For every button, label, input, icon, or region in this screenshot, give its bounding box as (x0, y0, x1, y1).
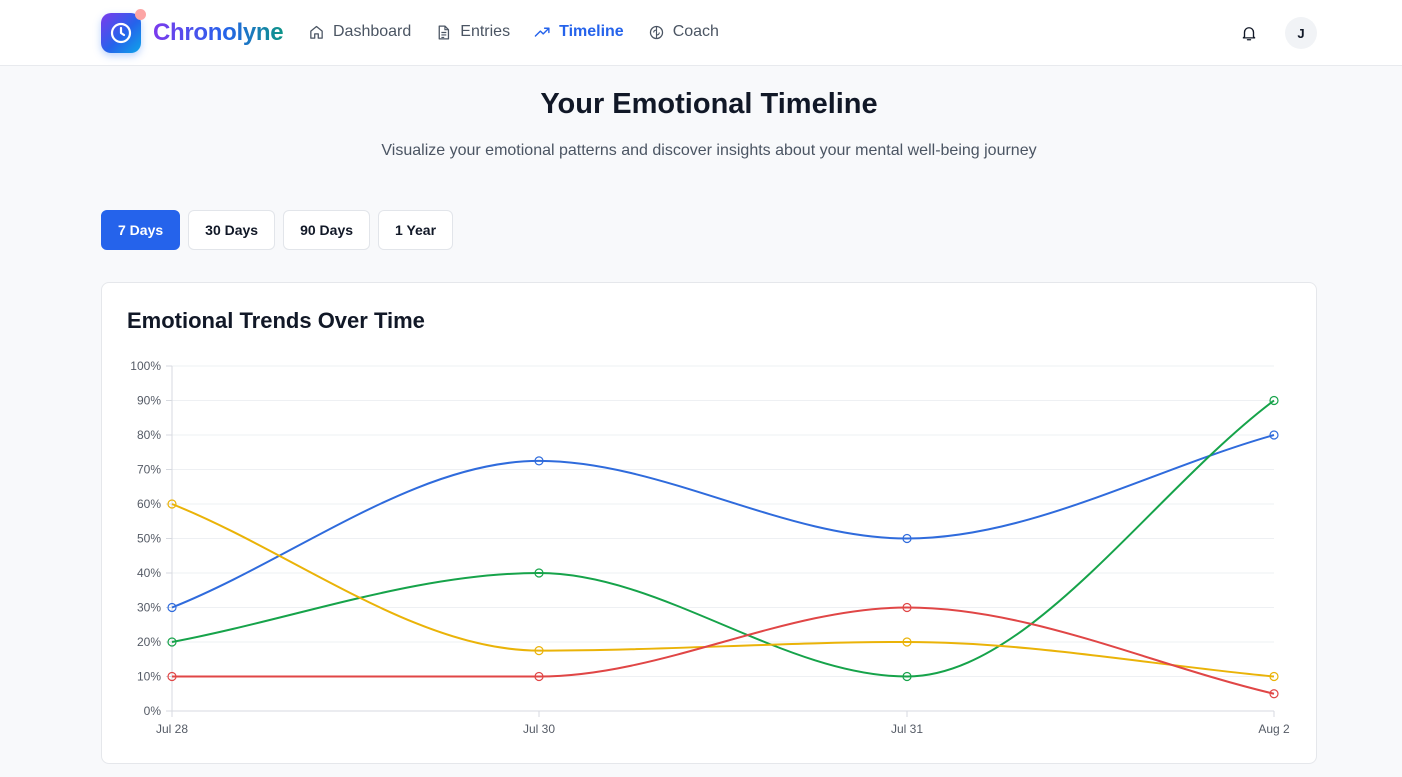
y-tick-label: 0% (144, 704, 162, 718)
y-tick-label: 20% (137, 635, 161, 649)
y-tick-label: 40% (137, 566, 161, 580)
time-range-selector: 7 Days 30 Days 90 Days 1 Year (101, 210, 454, 250)
page-subtitle: Visualize your emotional patterns and di… (381, 142, 1037, 159)
trending-up-icon (534, 27, 550, 37)
range-30-days-button[interactable]: 30 Days (188, 210, 276, 250)
logo-notification-dot (135, 9, 146, 20)
top-navigation-bar: Chronolyne Dashboard Entries Timeline (0, 0, 1402, 66)
y-tick-label: 100% (130, 359, 161, 373)
data-point (1269, 430, 1279, 440)
y-tick-label: 90% (137, 394, 161, 408)
y-tick-label: 50% (137, 532, 161, 546)
range-90-days-button[interactable]: 90 Days (283, 210, 371, 250)
data-point (1269, 395, 1279, 406)
data-point (902, 533, 912, 544)
emotional-trends-card: Emotional Trends Over Time 0% 10% 20% 30% 40… (101, 282, 1317, 764)
data-point (534, 671, 544, 682)
main-nav: Dashboard Entries Timeline Coach (308, 23, 719, 41)
y-tick-label: 80% (137, 428, 161, 442)
data-point (902, 637, 912, 647)
emotional-trends-chart: 0% 10% 20% 30% 40% 50% 60% 70% 80% 90% 100% Jul 28 J… (130, 359, 1290, 736)
data-point (534, 568, 544, 578)
nav-timeline-label: Timeline (559, 23, 624, 40)
nav-entries[interactable]: Entries (435, 23, 510, 41)
series-line-3 (172, 606, 1275, 695)
nav-entries-label: Entries (460, 23, 511, 40)
brain-icon (649, 25, 663, 39)
data-point (902, 671, 912, 682)
series-line-0 (171, 434, 1275, 609)
data-point (1269, 689, 1279, 699)
nav-coach[interactable]: Coach (648, 23, 719, 41)
y-tick-label: 10% (137, 670, 161, 684)
home-icon (310, 25, 323, 39)
x-tick-label: Jul 31 (891, 722, 923, 736)
x-tick-label: Jul 28 (156, 722, 188, 736)
card-title: Emotional Trends Over Time (127, 308, 425, 333)
range-7-days-button[interactable]: 7 Days (101, 210, 181, 250)
data-point (534, 646, 544, 656)
data-point (167, 499, 177, 509)
clock-icon (110, 22, 132, 44)
range-1-year-button[interactable]: 1 Year (378, 210, 454, 250)
series-line-1 (171, 399, 1275, 678)
nav-coach-label: Coach (672, 23, 719, 40)
y-tick-label: 70% (137, 463, 161, 477)
data-point (534, 456, 544, 466)
data-point (1269, 671, 1279, 682)
x-tick-label: Aug 2 (1258, 722, 1290, 736)
brand-name[interactable]: Chronolyne (153, 19, 284, 46)
page-title: Your Emotional Timeline (540, 88, 878, 120)
data-point (902, 602, 912, 613)
bell-icon[interactable] (1240, 24, 1258, 42)
data-point (167, 637, 177, 647)
y-tick-label: 60% (137, 497, 161, 511)
y-tick-label: 30% (137, 601, 161, 615)
series-line-2 (171, 503, 1275, 678)
nav-timeline[interactable]: Timeline (534, 23, 624, 41)
nav-dashboard-label: Dashboard (333, 23, 412, 40)
x-tick-label: Jul 30 (523, 722, 555, 736)
document-icon (438, 24, 450, 40)
brand-logo[interactable] (101, 9, 146, 53)
nav-dashboard[interactable]: Dashboard (308, 23, 411, 41)
data-point (167, 671, 177, 682)
data-point (167, 602, 177, 613)
user-avatar[interactable]: J (1285, 17, 1317, 49)
